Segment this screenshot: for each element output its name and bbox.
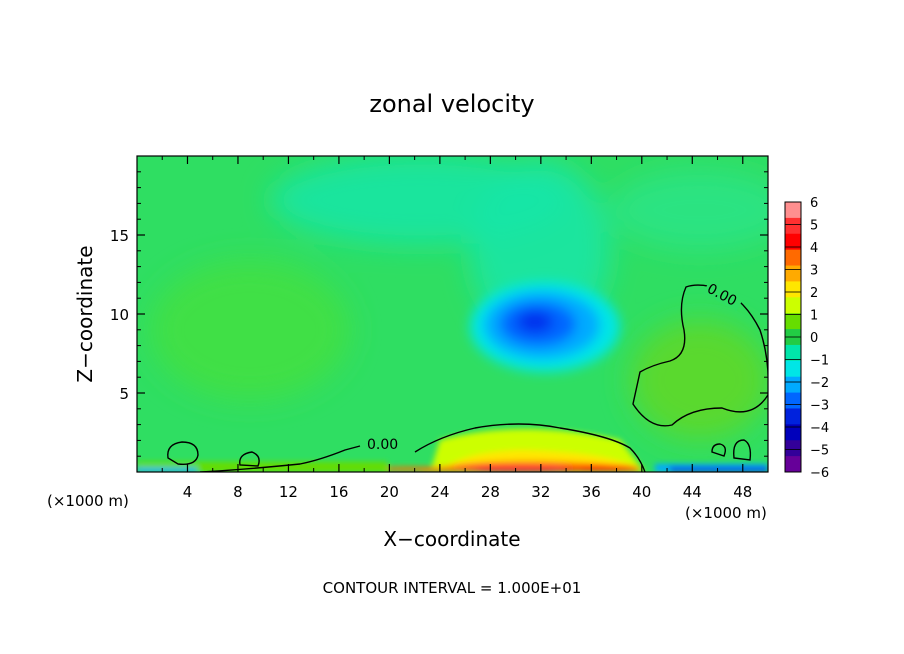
heatmap-field xyxy=(137,156,768,472)
colorbar-swatch xyxy=(785,424,801,441)
contour-label-0: 0.00 xyxy=(367,437,398,453)
chart-title: zonal velocity xyxy=(369,90,534,118)
colorbar-tick-label: 5 xyxy=(810,219,818,234)
colorbar-swatch xyxy=(785,202,801,219)
colorbar-tick-label: −2 xyxy=(810,376,829,391)
x-unit-right: (×1000 m) xyxy=(685,504,767,522)
y-axis-label: Z−coordinate xyxy=(73,245,97,382)
colorbar-swatch xyxy=(785,376,801,394)
colorbar-swatch xyxy=(785,456,801,473)
colorbar-tick-label: 2 xyxy=(810,286,818,301)
x-tick-label: 40 xyxy=(632,483,651,501)
x-axis-label: X−coordinate xyxy=(383,527,520,551)
colorbar-swatch xyxy=(785,360,801,378)
x-tick-label: 8 xyxy=(233,483,243,501)
colorbar-tick-label: 6 xyxy=(810,196,818,211)
x-tick-label: 48 xyxy=(733,483,752,501)
colorbar-swatch xyxy=(785,249,801,267)
colorbar-tick-label: −6 xyxy=(810,466,829,481)
colorbar-swatch xyxy=(785,344,801,362)
x-tick-label: 36 xyxy=(582,483,601,501)
colorbar-tick-label: 1 xyxy=(810,309,818,324)
y-tick-label: 15 xyxy=(110,227,129,245)
x-axis-ticks: 4 8 12 16 20 24 28 32 36 40 44 48 xyxy=(161,156,752,501)
colorbar-swatch xyxy=(785,217,801,235)
y-tick-label: 5 xyxy=(119,385,129,403)
x-tick-label: 24 xyxy=(430,483,449,501)
zero-contours xyxy=(167,284,768,472)
colorbar-swatch xyxy=(785,233,801,251)
y-axis-ticks: 5 10 15 xyxy=(110,171,768,457)
colorbar-swatch xyxy=(785,265,801,282)
colorbar-tick-label: −5 xyxy=(810,444,829,459)
x-tick-label: 16 xyxy=(329,483,348,501)
contour-interval-note: CONTOUR INTERVAL = 1.000E+01 xyxy=(323,579,582,597)
x-tick-label: 32 xyxy=(531,483,550,501)
colorbar-swatch xyxy=(785,440,801,457)
x-tick-label: 28 xyxy=(481,483,500,501)
colorbar-swatch xyxy=(785,297,801,314)
colorbar-swatch xyxy=(785,392,801,409)
colorbar-swatch xyxy=(785,408,801,425)
x-tick-label: 12 xyxy=(279,483,298,501)
colorbar-tick-label: −1 xyxy=(810,354,829,369)
colorbar-tick-label: 3 xyxy=(810,264,818,279)
colorbar-swatch xyxy=(785,281,801,298)
colorbar-tick-label: −4 xyxy=(810,421,829,436)
colorbar-tick-label: 4 xyxy=(810,241,818,256)
x-tick-label: 20 xyxy=(380,483,399,501)
x-tick-label: 44 xyxy=(683,483,702,501)
y-tick-label: 10 xyxy=(110,306,129,324)
colorbar-tick-label: −3 xyxy=(810,399,829,414)
colorbar-swatch xyxy=(785,313,801,330)
colorbar-tick-label: 0 xyxy=(810,331,818,346)
x-tick-label: 4 xyxy=(183,483,193,501)
x-unit-left: (×1000 m) xyxy=(47,492,129,510)
colorbar: 6 5 4 3 2 1 0 −1 −2 −3 −4 −5 −6 xyxy=(784,196,829,481)
